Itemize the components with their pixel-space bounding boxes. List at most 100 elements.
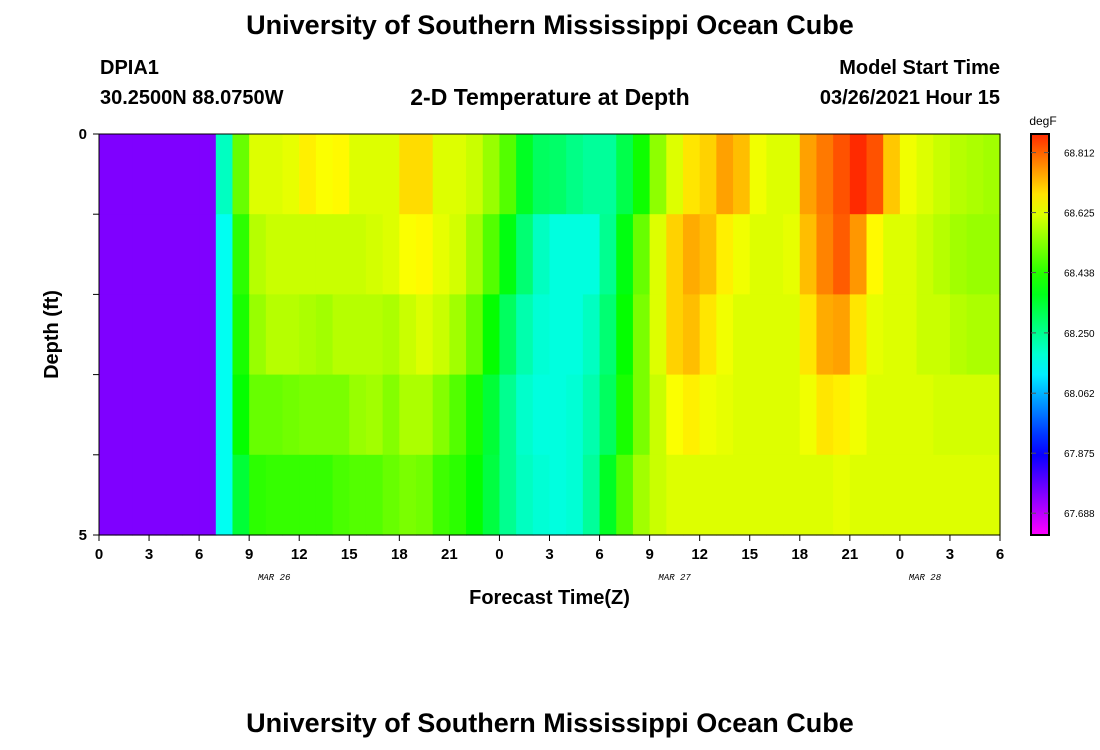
heatmap-cell — [299, 214, 317, 295]
heatmap-cell — [432, 374, 450, 456]
heatmap-cell — [816, 454, 834, 536]
heatmap-cell — [966, 454, 984, 536]
heatmap-cell — [516, 374, 534, 456]
heatmap-cell — [182, 134, 200, 215]
heatmap-cell — [449, 214, 467, 295]
heatmap-cell — [933, 214, 951, 295]
heatmap-cell — [449, 454, 467, 536]
colorbar-tick-label: 68.812 — [1064, 149, 1095, 160]
heatmap-cell — [232, 454, 250, 536]
heatmap-cell — [899, 294, 918, 376]
heatmap-cell — [983, 294, 1001, 376]
heatmap-cell — [983, 134, 1001, 215]
heatmap-cell — [949, 134, 968, 215]
heatmap-cell — [632, 214, 651, 295]
heatmap-cell — [733, 294, 751, 376]
heatmap-cell — [682, 134, 701, 215]
heatmap-cell — [682, 454, 701, 536]
heatmap-cell — [616, 134, 634, 215]
heatmap-cell — [149, 454, 167, 536]
heatmap-cell — [783, 454, 801, 536]
heatmap-cell — [766, 134, 784, 215]
heatmap-cell — [899, 214, 918, 295]
heatmap-cell — [382, 214, 400, 295]
colorbar-tick-label: 68.250 — [1064, 329, 1095, 340]
heatmap-cell — [799, 214, 818, 295]
heatmap-cell — [733, 454, 751, 536]
heatmap-cell — [416, 374, 434, 456]
heatmap-cell — [649, 374, 667, 456]
heatmap-cell — [666, 374, 684, 456]
heatmap-cell — [232, 294, 250, 376]
heatmap-cell — [666, 294, 684, 376]
heatmap-cell — [749, 134, 768, 215]
heatmap-cell — [532, 454, 551, 536]
heatmap-cell — [733, 134, 751, 215]
heatmap-cell — [582, 214, 601, 295]
heatmap-cell — [365, 374, 384, 456]
heatmap-cell — [516, 134, 534, 215]
heatmap-cell — [783, 374, 801, 456]
heatmap-cell — [482, 454, 501, 536]
x-tick-label: 9 — [645, 546, 653, 563]
heatmap-cell — [282, 134, 300, 215]
heatmap-cell — [399, 454, 417, 536]
heatmap-cell — [616, 374, 634, 456]
heatmap-cell — [749, 214, 768, 295]
chart-subtitle: 2-D Temperature at Depth — [410, 84, 690, 110]
heatmap-cell — [249, 454, 267, 536]
heatmap-cell — [749, 454, 768, 536]
heatmap-cell — [466, 214, 484, 295]
colorbar-tick-label: 67.688 — [1064, 509, 1095, 520]
heatmap-cell — [482, 214, 501, 295]
heatmap-cell — [666, 454, 684, 536]
heatmap-cell — [849, 214, 868, 295]
heatmap-cell — [165, 374, 184, 456]
heatmap-cell — [115, 134, 133, 215]
x-tick-label: 6 — [195, 546, 203, 563]
heatmap-cell — [315, 214, 334, 295]
heatmap-cell — [282, 214, 300, 295]
heatmap-cell — [432, 214, 450, 295]
heatmap-cell — [582, 134, 601, 215]
heatmap-cell — [983, 374, 1001, 456]
heatmap-cell — [532, 374, 551, 456]
heatmap-cell — [416, 134, 434, 215]
heatmap-cell — [966, 294, 984, 376]
heatmap-cell — [816, 294, 834, 376]
heatmap-cell — [332, 454, 350, 536]
heatmap-cell — [632, 294, 651, 376]
heatmap-cell — [966, 134, 984, 215]
x-tick-label: 3 — [545, 546, 553, 563]
heatmap-cell — [399, 214, 417, 295]
heatmap-cell — [766, 374, 784, 456]
heatmap-cell — [666, 214, 684, 295]
y-axis: 05 — [79, 126, 99, 544]
heatmap-cell — [916, 454, 934, 536]
heatmap-cell — [866, 214, 884, 295]
heatmap-cell — [582, 454, 601, 536]
heatmap-cell — [899, 374, 918, 456]
x-tick-label: 12 — [691, 546, 708, 563]
y-axis-label: Depth (ft) — [41, 290, 63, 379]
heatmap-cell — [182, 374, 200, 456]
heatmap-cell — [382, 454, 400, 536]
heatmap-cell — [899, 134, 918, 215]
heatmap-cell — [332, 214, 350, 295]
x-axis-label: Forecast Time(Z) — [469, 587, 630, 609]
date-label: MAR 26 — [258, 573, 291, 583]
heatmap-cell — [716, 134, 734, 215]
heatmap-cell — [849, 374, 868, 456]
heatmap-cell — [532, 214, 551, 295]
heatmap-cell — [883, 374, 901, 456]
x-axis: 0 3 6 9 12 15 18 21 0 3 6 9 12 15 18 21 0 3 6 MAR 26 MAR 27 M… — [95, 535, 1004, 583]
heatmap-cell — [382, 134, 400, 215]
heatmap-cell — [299, 374, 317, 456]
heatmap-cell — [466, 454, 484, 536]
heatmap-cell — [716, 214, 734, 295]
model-start-value: 03/26/2021 Hour 15 — [819, 87, 1000, 109]
heatmap-cell — [833, 134, 851, 215]
footer-title: University of Southern Mississippi Ocean… — [246, 708, 854, 738]
heatmap-cell — [365, 214, 384, 295]
heatmap-cell — [833, 374, 851, 456]
